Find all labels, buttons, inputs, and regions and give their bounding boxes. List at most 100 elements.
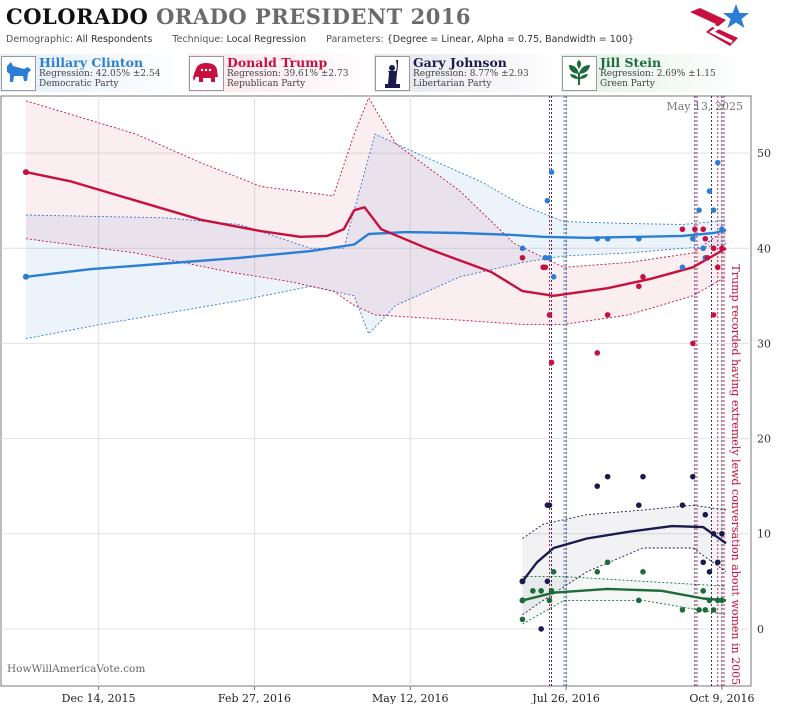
candidate-party: Democratic Party [39,79,119,89]
x-tick-label: Oct 9, 2016 [689,692,754,704]
confidence-upper-line [25,96,727,268]
y-tick-label: 50 [757,147,771,160]
poll-point [679,502,686,508]
x-tick-label: Dec 14, 2015 [62,692,136,704]
parameters-label: Parameters: [326,34,384,45]
header: COLORADO ORADO PRESIDENT 2016 Demographi… [0,0,789,54]
confidence-upper-line [522,504,727,539]
poll-point [519,616,526,623]
poll-point [706,188,713,194]
confidence-lower-line [522,599,727,625]
poll-point [640,473,646,480]
candidate-regression: Regression: 2.69% ±1.15 [600,69,716,79]
poll-point [546,254,553,261]
confidence-lower-line [522,547,727,615]
poll-point [519,254,526,261]
poll-point [704,254,711,261]
title-race: ORADO PRESIDENT 2016 [156,4,472,29]
poll-point [544,197,551,204]
poll-point [714,559,721,566]
leaf-icon [569,60,590,85]
poll-point [546,597,553,604]
x-tick-label: Jul 26, 2016 [531,692,600,704]
regression-line [522,587,727,602]
poll-regression-chart: 0 10 20 30 40 50 Dec 14, 2015 Feb 27, 2016 May 1… [0,95,771,704]
candidate-party: Republican Party [227,79,306,89]
candidate-card-johnson: Gary Johnson Regression: 8.77% ±2.93 Lib… [374,54,564,92]
poll-point [700,559,707,566]
poll-point [604,235,611,242]
page-title: COLORADO ORADO PRESIDENT 2016 [6,4,471,29]
poll-point [700,226,707,233]
demographic-label: Demographic: [6,34,74,45]
candidate-icon-box [375,56,410,91]
poll-point [542,264,549,271]
confidence-lower-line [25,243,727,340]
donkey-icon [7,62,31,82]
poll-point [710,245,717,252]
poll-point [690,235,696,242]
candidate-party: Libertarian Party [413,79,492,89]
poll-point [702,607,709,613]
poll-point [719,226,725,233]
poll-point [636,502,642,508]
poll-point [679,226,686,233]
poll-point [690,340,696,347]
candidate-regression: Regression: 42.05% ±2.54 [39,69,161,79]
poll-point [714,597,721,604]
title-state: COLORADO [6,4,149,29]
confidence-lower-line [25,238,727,325]
poll-point [636,235,642,242]
candidate-legend: Hillary Clinton Regression: 42.05% ±2.54… [0,54,789,94]
poll-point [679,264,686,271]
confidence-band [25,97,727,325]
regression-start-point [519,597,526,604]
poll-point [604,473,611,480]
poll-point [710,607,717,613]
regression-start-point [22,169,29,176]
candidate-name: Donald Trump [227,55,328,70]
poll-point [714,264,721,271]
poll-point [719,530,725,537]
poll-point [640,274,646,280]
candidate-card-stein: Jill Stein Regression: 2.69% ±1.15 Green… [561,54,751,92]
poll-point [519,245,526,252]
plot-frame [0,95,752,687]
regression-start-point [519,578,526,585]
poll-point [550,274,557,280]
poll-point [530,588,536,594]
candidate-card-clinton: Hillary Clinton Regression: 42.05% ±2.54… [0,54,190,92]
candidate-regression: Regression: 39.61% ±2.73 [227,69,349,79]
date-label: May 13, 2025 [666,100,743,113]
candidate-name: Jill Stein [600,55,662,70]
technique-value: Local Regression [226,34,307,45]
poll-point [544,578,551,585]
confidence-band [25,134,727,339]
regression-line [521,524,727,583]
poll-point [679,607,686,613]
candidate-card-trump: Donald Trump Regression: 39.61% ±2.73 Re… [188,54,378,92]
poll-point [702,235,709,242]
poll-point [692,226,698,233]
poll-point [546,312,553,318]
poll-point [696,207,702,213]
poll-point [548,359,555,366]
poll-point [636,597,642,604]
flag-star-logo-icon [690,4,749,46]
poll-point [696,607,702,613]
regression-start-point [22,273,29,280]
poll-point [604,312,611,318]
parameters-value: {Degree = Linear, Alpha = 0.75, Bandwidt… [386,34,634,45]
y-tick-label: 40 [757,242,771,255]
confidence-upper-line [522,576,727,587]
technique-label: Technique: [172,34,224,45]
poll-point [714,159,721,166]
regression-line [25,170,727,297]
poll-point [546,502,553,508]
poll-point [548,169,555,175]
x-tick-label: May 12, 2016 [372,692,449,704]
parameters-line: Demographic: All Respondents Technique: … [6,34,634,45]
elephant-icon [193,63,218,82]
poll-point [594,235,601,242]
candidate-icon-box [189,56,224,91]
